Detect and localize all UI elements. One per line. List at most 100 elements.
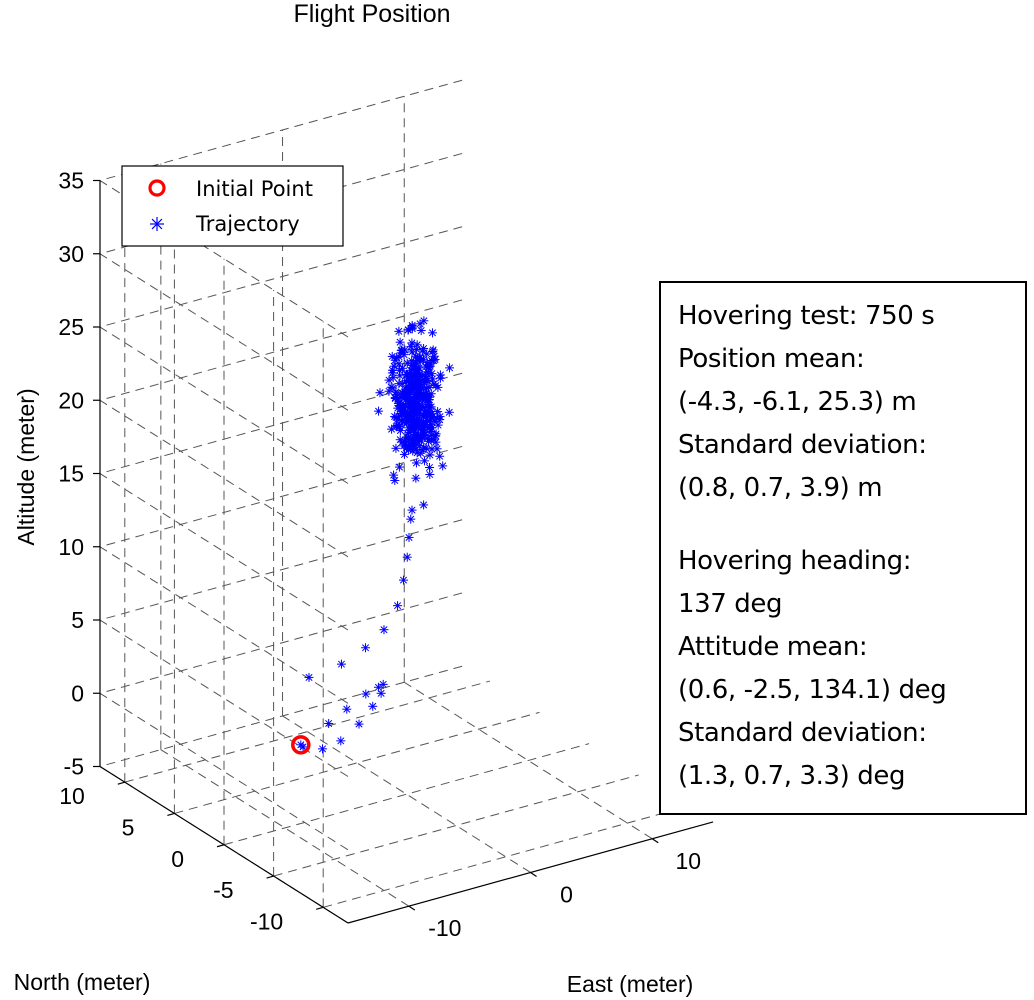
tick-label-altitude-1: 0 xyxy=(71,680,84,706)
trajectory-point-hover-310 xyxy=(375,388,385,398)
trajectory-point-hover-162 xyxy=(419,500,429,510)
tick-label-north-4: 10 xyxy=(59,783,85,809)
legend-trajectory-icon xyxy=(150,217,164,231)
trajectory-point-hover-367 xyxy=(403,369,413,379)
trajectory-point-hover-169 xyxy=(399,350,409,360)
grid-line-z-1 xyxy=(98,591,466,851)
trajectory-point-hover-328 xyxy=(411,436,421,446)
trajectory-point-hover-253 xyxy=(395,337,405,347)
grid-line-x-floor-0 xyxy=(160,749,410,907)
trajectory-point-hover-263 xyxy=(422,375,432,385)
trajectory-point-hover-123 xyxy=(374,406,384,416)
chart-title: Flight Position xyxy=(293,0,450,28)
trajectory-point-hover-270 xyxy=(416,448,426,458)
trajectory-point-5 xyxy=(368,701,378,711)
trajectory-point-hover-346 xyxy=(389,361,399,371)
tick-label-east-2: 10 xyxy=(675,848,701,874)
trajectory-point-8 xyxy=(373,682,383,692)
trajectory-point-1 xyxy=(298,742,308,752)
tick-label-north-3: 5 xyxy=(122,814,135,840)
info-line-heading: 137 deg xyxy=(678,589,783,619)
tick-north-1 xyxy=(266,875,274,879)
grid-line-y-floor-1 xyxy=(273,774,639,877)
trajectory-point-hover-321 xyxy=(435,412,445,422)
trajectory-point-hover-331 xyxy=(411,473,421,483)
trajectory-point-hover-170 xyxy=(397,379,407,389)
trajectory-point-hover-366 xyxy=(421,389,431,399)
trajectory-point-hover-316 xyxy=(419,402,429,412)
tick-label-north-1: -5 xyxy=(213,877,233,903)
trajectory-point-14 xyxy=(361,643,371,653)
trajectory-point-hover-351 xyxy=(410,416,420,426)
grid-line-x-floor-1 xyxy=(282,715,531,873)
trajectory-point-hover-357 xyxy=(427,328,437,338)
grid-line-y-floor-4 xyxy=(124,680,491,783)
data-layer xyxy=(291,316,455,755)
trajectory-point-hover-81 xyxy=(428,374,438,384)
trajectory-point-hover-147 xyxy=(391,443,401,453)
trajectory-point-hover-347 xyxy=(392,353,402,363)
trajectory-point-hover-166 xyxy=(424,382,434,392)
trajectory-point-hover-212 xyxy=(399,441,409,451)
trajectory-point-18 xyxy=(402,552,412,562)
trajectory-point-hover-230 xyxy=(414,441,424,451)
trajectory-point-9 xyxy=(361,689,371,699)
trajectory-point-hover-374 xyxy=(431,429,441,439)
grid-line-y-floor-0 xyxy=(323,805,689,908)
info-line-duration: Hovering test: 750 s xyxy=(678,301,935,331)
tick-label-altitude-2: 5 xyxy=(71,607,84,633)
legend: Initial Point Trajectory xyxy=(121,165,344,247)
trajectory-point-hover-375 xyxy=(410,377,420,387)
grid-line-y-floor-3 xyxy=(174,711,540,814)
trajectory-point-4 xyxy=(354,719,364,729)
trajectory-point-20 xyxy=(406,514,416,524)
tick-label-altitude-3: 10 xyxy=(58,534,84,560)
trajectory-point-hover-362 xyxy=(427,369,437,379)
trajectory-point-hover-302 xyxy=(418,422,428,432)
trajectory-point-hover-245 xyxy=(444,407,454,417)
tick-label-north-2: 0 xyxy=(171,846,184,872)
trajectory-point-hover-368 xyxy=(406,406,416,416)
trajectory-point-hover-379 xyxy=(413,414,423,424)
legend-initial-point-icon xyxy=(148,179,166,197)
trajectory-point-hover-343 xyxy=(422,433,432,443)
trajectory-point-2 xyxy=(318,744,328,754)
tick-east-2 xyxy=(651,838,659,844)
trajectory-point-hover-175 xyxy=(387,368,397,378)
axes-layer xyxy=(93,179,714,924)
trajectory-point-hover-364 xyxy=(409,425,419,435)
trajectory-point-hover-307 xyxy=(411,458,421,468)
trajectory-point-6 xyxy=(376,688,386,698)
tick-north-2 xyxy=(216,844,225,848)
trajectory-point-hover-348 xyxy=(432,444,442,454)
trajectory-point-hover-327 xyxy=(435,370,445,380)
trajectory-point-13 xyxy=(336,659,346,669)
trajectory-point-hover-372 xyxy=(420,456,430,466)
trajectory-point-hover-193 xyxy=(388,373,398,383)
tick-label-altitude-7: 30 xyxy=(58,241,84,267)
trajectory-point-hover-378 xyxy=(413,402,423,412)
tick-label-altitude-8: 35 xyxy=(58,168,84,194)
trajectory-point-hover-371 xyxy=(403,433,413,443)
info-line-position-std-label: Standard deviation: xyxy=(678,430,927,460)
info-line-attitude-std: (1.3, 0.7, 3.3) deg xyxy=(678,761,906,791)
trajectory-point-hover-288 xyxy=(414,408,424,418)
tick-label-altitude-5: 20 xyxy=(58,387,84,413)
tick-east-1 xyxy=(530,871,537,877)
x-axis-label: East (meter) xyxy=(567,971,694,997)
trajectory-point-hover-262 xyxy=(412,340,422,350)
trajectory-point-hover-264 xyxy=(412,390,422,400)
trajectory-point-hover-52 xyxy=(394,326,404,336)
trajectory-point-17 xyxy=(399,575,409,585)
tick-north-3 xyxy=(167,812,175,817)
trajectory-point-hover-322 xyxy=(421,362,431,372)
trajectory-point-hover-278 xyxy=(390,475,400,485)
legend-box xyxy=(121,165,344,247)
trajectory-point-hover-332 xyxy=(406,360,416,370)
trajectory-point-hover-277 xyxy=(429,356,439,366)
tick-east-0 xyxy=(408,905,416,911)
tick-label-east-1: 0 xyxy=(560,881,573,907)
trajectory-point-16 xyxy=(393,601,403,611)
trajectory-point-hover-283 xyxy=(399,403,409,413)
trajectory-point-hover-323 xyxy=(422,349,432,359)
